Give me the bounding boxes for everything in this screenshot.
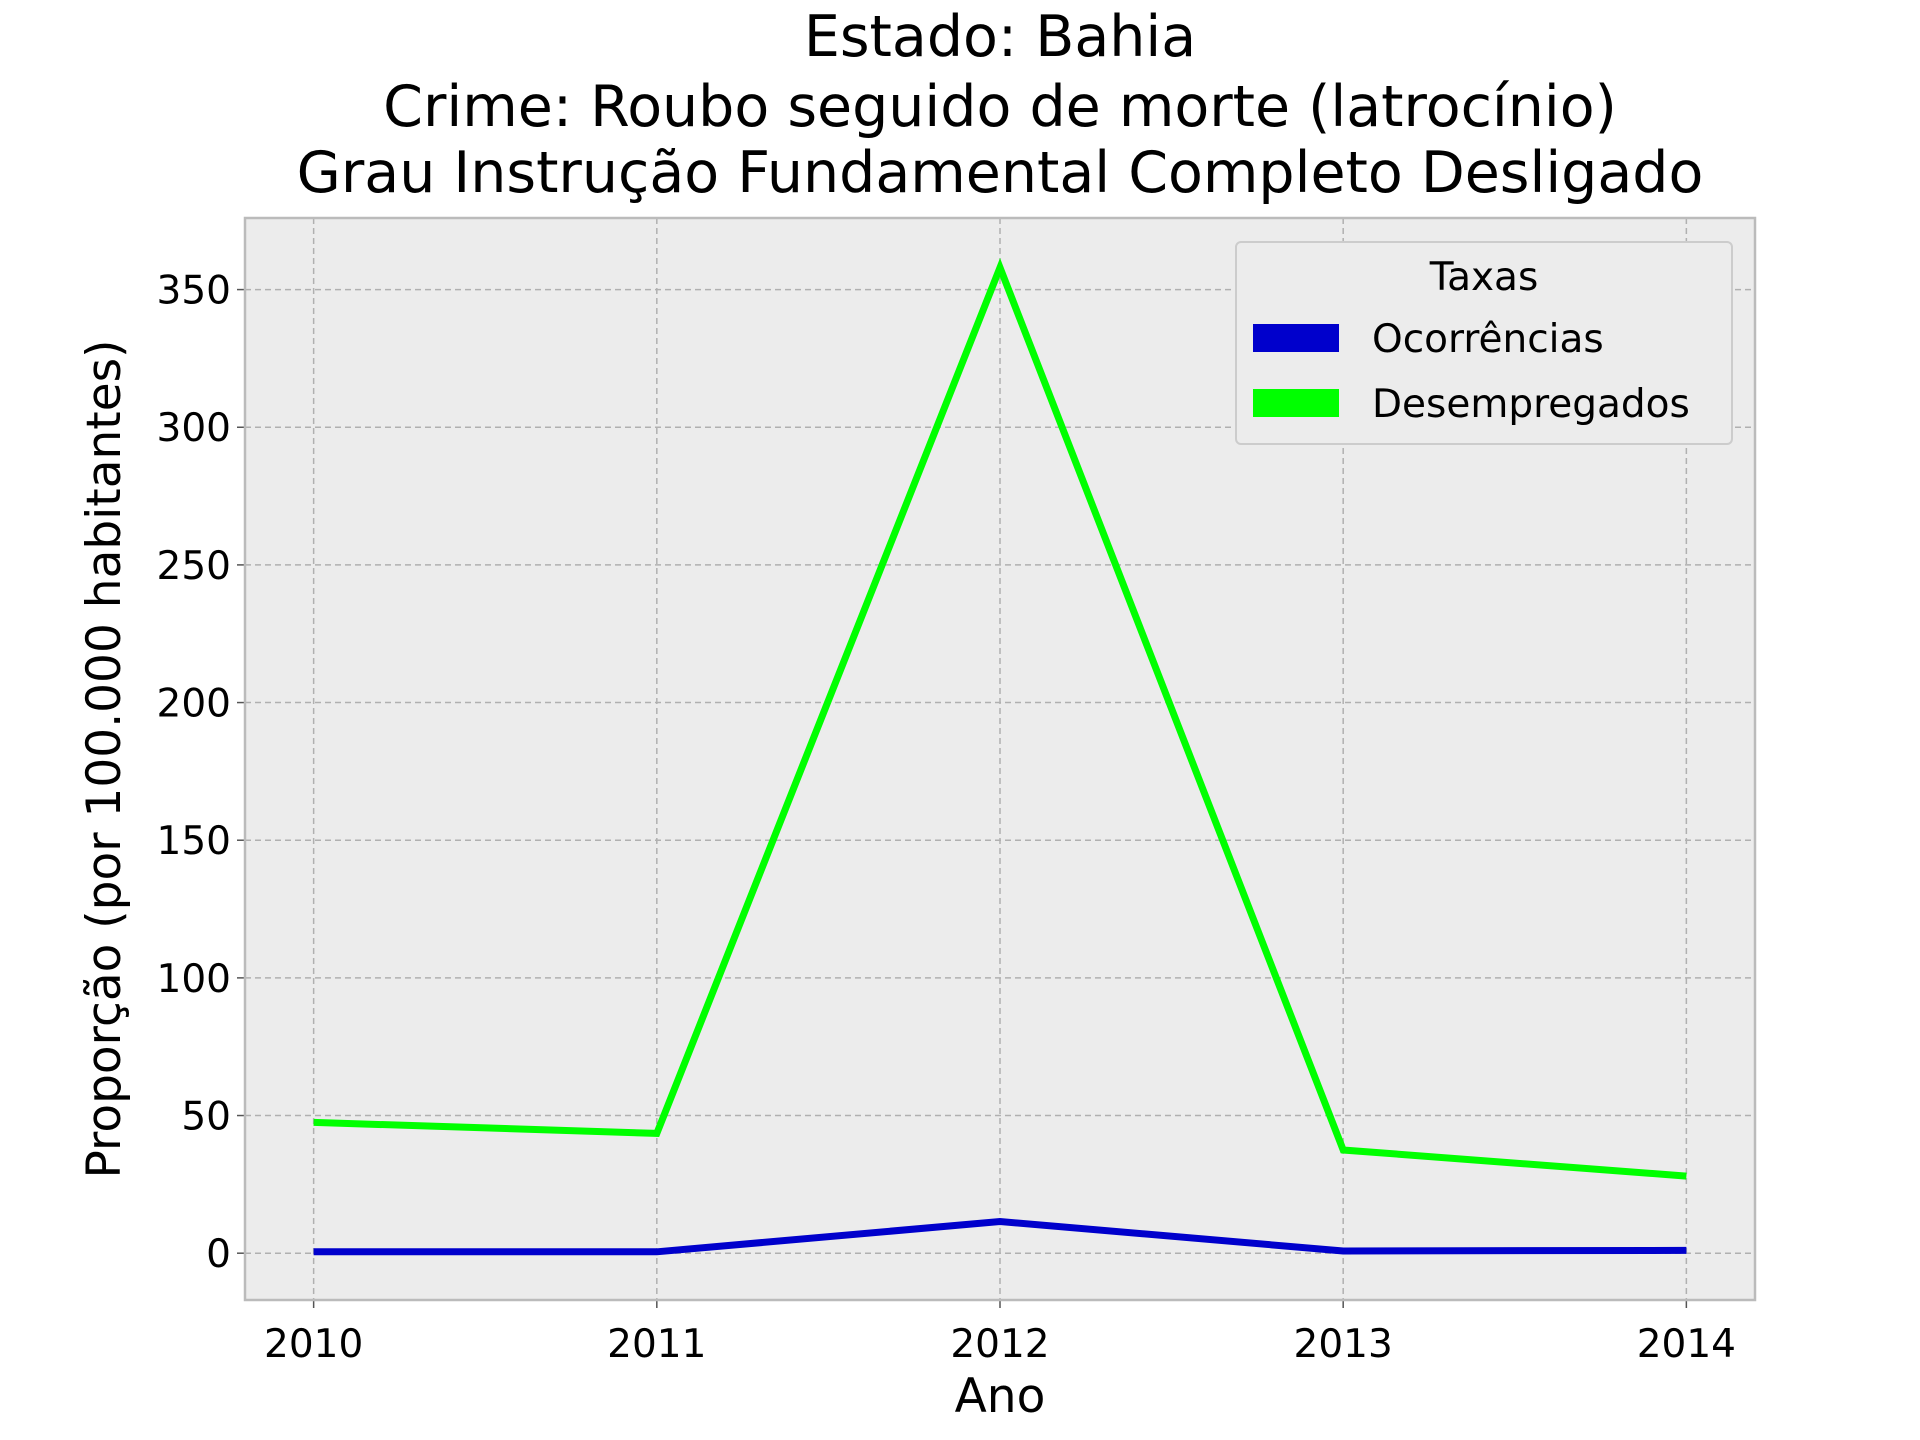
legend-box: [1235, 241, 1733, 445]
series-lines: [313, 258, 1687, 1256]
x-tick-label: 2010: [264, 1322, 363, 1367]
legend-swatch-desempregados: [1253, 389, 1339, 417]
y-tick-label: 300: [157, 406, 231, 451]
y-tick-label: 150: [157, 819, 231, 864]
legend-title: Taxas: [1429, 255, 1539, 300]
legend: Taxas Ocorrências Desempregados: [1235, 241, 1733, 445]
y-axis-label: Proporção (por 100.000 habitantes): [77, 340, 132, 1179]
y-tick-label: 350: [157, 269, 231, 314]
legend-label-desempregados: Desempregados: [1372, 382, 1690, 427]
y-tick-label: 100: [157, 957, 231, 1002]
x-axis-label: Ano: [955, 1369, 1046, 1424]
chart-title: Estado: Bahia Crime: Roubo seguido de mo…: [297, 4, 1704, 206]
y-tick-label: 200: [157, 682, 231, 727]
x-tick-label: 2011: [607, 1322, 706, 1367]
y-tick-label: 50: [181, 1095, 231, 1140]
x-tick-label: 2013: [1294, 1322, 1393, 1367]
series-line-ocorrencias: [313, 1217, 1687, 1256]
y-axis-ticks: 0 50 100 150 200 250 300 350: [157, 269, 245, 1277]
y-tick-label: 250: [157, 544, 231, 589]
chart-title-line-1: Estado: Bahia: [804, 4, 1196, 70]
x-tick-label: 2014: [1637, 1322, 1736, 1367]
series-line-desempregados: [313, 258, 1687, 1180]
y-tick-label: 0: [206, 1232, 231, 1277]
legend-label-ocorrencias: Ocorrências: [1372, 317, 1604, 362]
chart-title-line-2: Crime: Roubo seguido de morte (latrocíni…: [383, 74, 1617, 140]
chart-title-line-3: Grau Instrução Fundamental Completo Desl…: [297, 140, 1704, 206]
legend-swatch-ocorrencias: [1253, 324, 1339, 352]
plot-frame: [243, 216, 1757, 1302]
grid: [245, 218, 1755, 1300]
x-tick-label: 2012: [950, 1322, 1049, 1367]
x-axis-ticks: 2010 2011 2012 2013 2014: [264, 1300, 1736, 1367]
